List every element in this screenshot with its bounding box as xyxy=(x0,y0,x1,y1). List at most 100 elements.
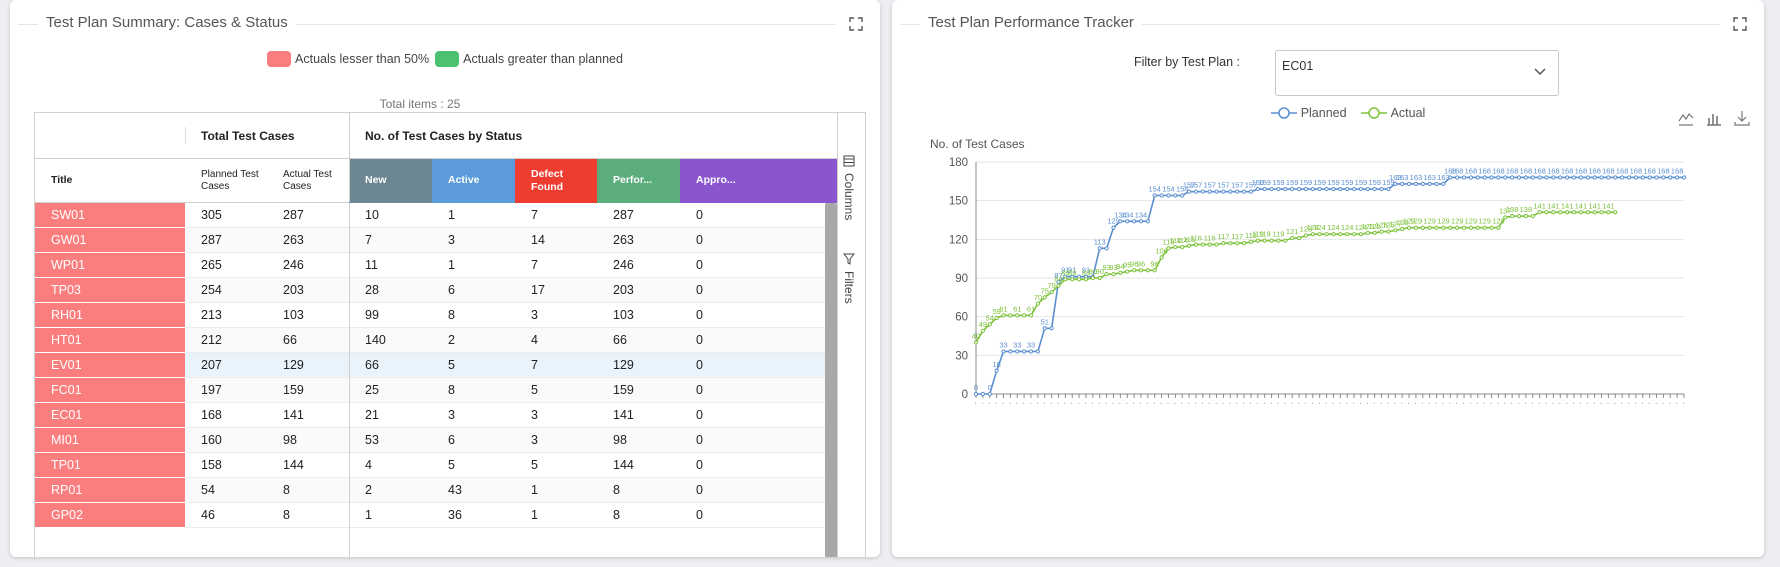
columns-tab[interactable]: Columns xyxy=(842,155,856,220)
table-row[interactable]: GP02 46 8 1 36 1 8 0 xyxy=(35,503,825,528)
table-row[interactable]: HT01 212 66 140 2 4 66 0 xyxy=(35,328,825,353)
data-point xyxy=(1681,175,1687,180)
table-row[interactable]: WP01 265 246 11 1 7 246 0 xyxy=(35,253,825,278)
cell-performed: 103 xyxy=(613,308,634,322)
columns-tab-label: Columns xyxy=(842,173,856,221)
vertical-scrollbar[interactable] xyxy=(825,203,837,557)
data-point xyxy=(1317,232,1322,237)
col-header-actual[interactable]: Actual Test Cases xyxy=(283,168,332,193)
data-label: 0 xyxy=(988,383,992,392)
col-header-performed[interactable]: Perfor... xyxy=(597,159,680,203)
x-tick-label: · xyxy=(1095,399,1103,408)
data-label: 137 xyxy=(1499,206,1512,215)
x-tick-label: · xyxy=(1054,399,1062,408)
x-tick-label: · xyxy=(1047,399,1055,408)
x-tick-label: · xyxy=(1597,399,1605,408)
data-label: 118 xyxy=(1245,231,1257,240)
table-row[interactable]: SW01 305 287 10 1 7 287 0 xyxy=(35,203,825,228)
col-header-planned[interactable]: Planned Test Cases xyxy=(201,168,259,193)
expand-icon[interactable] xyxy=(1732,16,1748,32)
data-label: 168 xyxy=(1444,166,1457,175)
cell-approved: 0 xyxy=(696,283,703,297)
test-plan-dropdown[interactable]: EC01 xyxy=(1275,50,1559,96)
cell-active: 1 xyxy=(448,208,455,222)
performance-tracker-panel: Test Plan Performance Tracker Filter by … xyxy=(892,0,1764,557)
col-header-active[interactable]: Active xyxy=(432,159,515,203)
data-label: 129 xyxy=(1410,217,1423,226)
data-point xyxy=(1131,268,1137,273)
table-row[interactable]: TP03 254 203 28 6 17 203 0 xyxy=(35,278,825,303)
data-point xyxy=(1269,238,1274,243)
legend-item-planned[interactable]: Planned xyxy=(1270,106,1347,120)
x-tick-label: · xyxy=(1508,399,1516,408)
table-row[interactable]: RH01 213 103 99 8 3 103 0 xyxy=(35,303,825,328)
cell-active: 1 xyxy=(448,258,455,272)
table-row[interactable]: EC01 168 141 21 3 3 141 0 xyxy=(35,403,825,428)
x-tick-label: · xyxy=(1157,399,1165,408)
table-row[interactable]: FC01 197 159 25 8 5 159 0 xyxy=(35,378,825,403)
data-point xyxy=(1138,219,1144,224)
table-row[interactable]: RP01 54 8 2 43 1 8 0 xyxy=(35,478,825,503)
x-tick-label: · xyxy=(1343,399,1351,408)
data-point xyxy=(973,340,979,345)
data-label: 70 xyxy=(1034,293,1042,302)
data-point xyxy=(1049,290,1054,295)
col-header-defect-found[interactable]: Defect Found xyxy=(515,159,597,203)
cell-planned: 287 xyxy=(201,233,222,247)
data-label: 168 xyxy=(1561,166,1574,175)
col-header-approved[interactable]: Appro... xyxy=(680,159,837,203)
cell-defect: 3 xyxy=(531,408,538,422)
data-point xyxy=(1675,175,1680,180)
filters-tab[interactable]: Filters xyxy=(842,253,856,304)
x-tick-label: · xyxy=(1185,399,1193,408)
x-tick-label: · xyxy=(1569,399,1577,408)
x-tick-label: · xyxy=(1123,399,1131,408)
expand-icon[interactable] xyxy=(848,16,864,32)
cell-approved: 0 xyxy=(696,508,703,522)
column-divider xyxy=(349,159,350,202)
legend-item-actual[interactable]: Actual xyxy=(1360,106,1426,120)
legend-item-lesser: Actuals lesser than 50% xyxy=(267,50,429,68)
cell-new: 66 xyxy=(365,358,379,372)
x-tick-label: · xyxy=(1453,399,1461,408)
x-tick-label: · xyxy=(1411,399,1419,408)
table-row[interactable]: EV01 207 129 66 5 7 129 0 xyxy=(35,353,825,378)
data-point xyxy=(1283,238,1288,243)
legend-label: Actual xyxy=(1390,106,1426,120)
table-row[interactable]: GW01 287 263 7 3 14 263 0 xyxy=(35,228,825,253)
col-header-new[interactable]: New xyxy=(349,159,432,203)
data-point xyxy=(1200,189,1205,194)
data-label: 168 xyxy=(1616,166,1629,175)
data-point xyxy=(1015,349,1020,354)
data-label: 168 xyxy=(1506,166,1519,175)
col-header-title[interactable]: Title xyxy=(51,174,73,187)
data-point xyxy=(1296,186,1302,192)
data-point xyxy=(1551,175,1556,180)
x-tick-label: · xyxy=(1466,399,1474,408)
download-icon[interactable] xyxy=(1734,110,1750,126)
data-point xyxy=(1049,326,1054,331)
x-tick-label: · xyxy=(978,399,986,408)
data-point xyxy=(1345,186,1350,192)
cell-title: FC01 xyxy=(35,378,185,403)
data-label: 168 xyxy=(1547,166,1560,175)
data-label: 163 xyxy=(1396,173,1409,182)
data-label: 125 xyxy=(1368,222,1381,231)
x-tick-label: · xyxy=(1260,399,1268,408)
bar-chart-icon[interactable] xyxy=(1706,110,1722,126)
data-point xyxy=(994,315,999,321)
cell-defect: 3 xyxy=(531,308,538,322)
line-chart-icon[interactable] xyxy=(1678,110,1694,126)
data-label: 163 xyxy=(1437,173,1450,182)
table-row[interactable]: TP01 158 144 4 5 5 144 0 xyxy=(35,453,825,478)
data-label: 124 xyxy=(1341,223,1354,232)
data-label: 116 xyxy=(1204,233,1216,242)
header-divider xyxy=(900,24,1720,25)
data-point xyxy=(1248,189,1254,194)
x-tick-label: · xyxy=(1102,399,1110,408)
x-tick-label: · xyxy=(1370,399,1378,408)
data-label: 94 xyxy=(1116,262,1124,271)
table-row[interactable]: MI01 160 98 53 6 3 98 0 xyxy=(35,428,825,453)
data-label: 40 xyxy=(972,331,980,340)
x-tick-label: · xyxy=(1274,399,1282,408)
